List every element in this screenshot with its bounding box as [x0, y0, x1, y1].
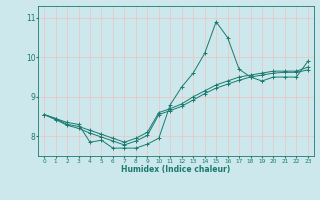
X-axis label: Humidex (Indice chaleur): Humidex (Indice chaleur)	[121, 165, 231, 174]
